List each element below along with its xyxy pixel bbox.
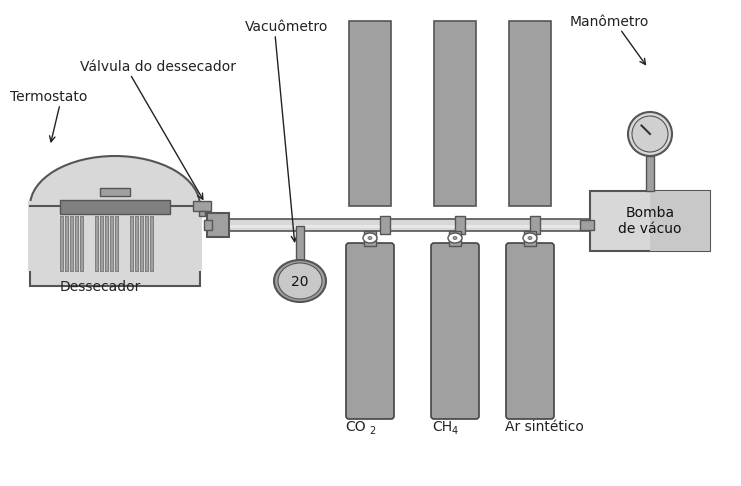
Ellipse shape: [448, 233, 462, 243]
Bar: [199, 211, 205, 216]
Bar: [590, 191, 710, 251]
FancyBboxPatch shape: [509, 21, 551, 206]
Bar: [70, 216, 73, 271]
Text: CH: CH: [432, 420, 452, 434]
Bar: [65, 216, 68, 271]
Ellipse shape: [363, 233, 377, 243]
Bar: [100, 188, 130, 196]
Bar: [150, 216, 153, 271]
Bar: [140, 216, 143, 271]
Bar: [380, 216, 390, 234]
Ellipse shape: [278, 263, 322, 299]
FancyBboxPatch shape: [349, 21, 391, 206]
Bar: [530, 216, 540, 234]
Text: 2: 2: [369, 426, 375, 436]
Text: Dessecador: Dessecador: [60, 280, 142, 294]
Bar: [28, 201, 202, 271]
FancyBboxPatch shape: [434, 21, 476, 206]
Text: Bomba
de vácuo: Bomba de vácuo: [618, 206, 682, 236]
Bar: [115, 216, 118, 271]
Bar: [296, 226, 304, 266]
Bar: [449, 231, 461, 246]
Ellipse shape: [30, 156, 200, 256]
Bar: [130, 216, 133, 271]
Bar: [60, 216, 63, 271]
Bar: [364, 231, 376, 246]
Text: Manômetro: Manômetro: [570, 15, 649, 29]
Text: 20: 20: [291, 275, 309, 289]
Bar: [524, 231, 536, 246]
Bar: [100, 216, 103, 271]
Bar: [193, 201, 211, 211]
Bar: [80, 216, 83, 271]
Ellipse shape: [628, 112, 672, 156]
Bar: [75, 216, 78, 271]
Bar: [135, 216, 138, 271]
Bar: [105, 216, 108, 271]
Bar: [145, 216, 148, 271]
Ellipse shape: [453, 237, 457, 240]
Ellipse shape: [528, 237, 532, 240]
Bar: [211, 219, 590, 231]
FancyBboxPatch shape: [346, 243, 394, 419]
Text: Válvula do dessecador: Válvula do dessecador: [80, 60, 236, 74]
Bar: [110, 216, 113, 271]
Ellipse shape: [368, 237, 372, 240]
FancyBboxPatch shape: [506, 243, 554, 419]
Bar: [211, 225, 590, 228]
Bar: [455, 216, 465, 234]
Bar: [646, 156, 654, 191]
Bar: [650, 191, 710, 251]
Ellipse shape: [274, 260, 326, 302]
Ellipse shape: [523, 233, 537, 243]
Bar: [204, 220, 212, 230]
Ellipse shape: [632, 116, 668, 152]
Text: CO: CO: [345, 420, 365, 434]
Bar: [95, 216, 98, 271]
Bar: [30, 206, 200, 286]
Text: Vacuômetro: Vacuômetro: [245, 20, 328, 34]
Text: 4: 4: [452, 426, 458, 436]
Bar: [580, 220, 594, 230]
Text: Termostato: Termostato: [10, 90, 87, 104]
FancyBboxPatch shape: [431, 243, 479, 419]
Text: Ar sintético: Ar sintético: [505, 420, 584, 434]
Bar: [60, 200, 170, 214]
Bar: [207, 213, 229, 237]
